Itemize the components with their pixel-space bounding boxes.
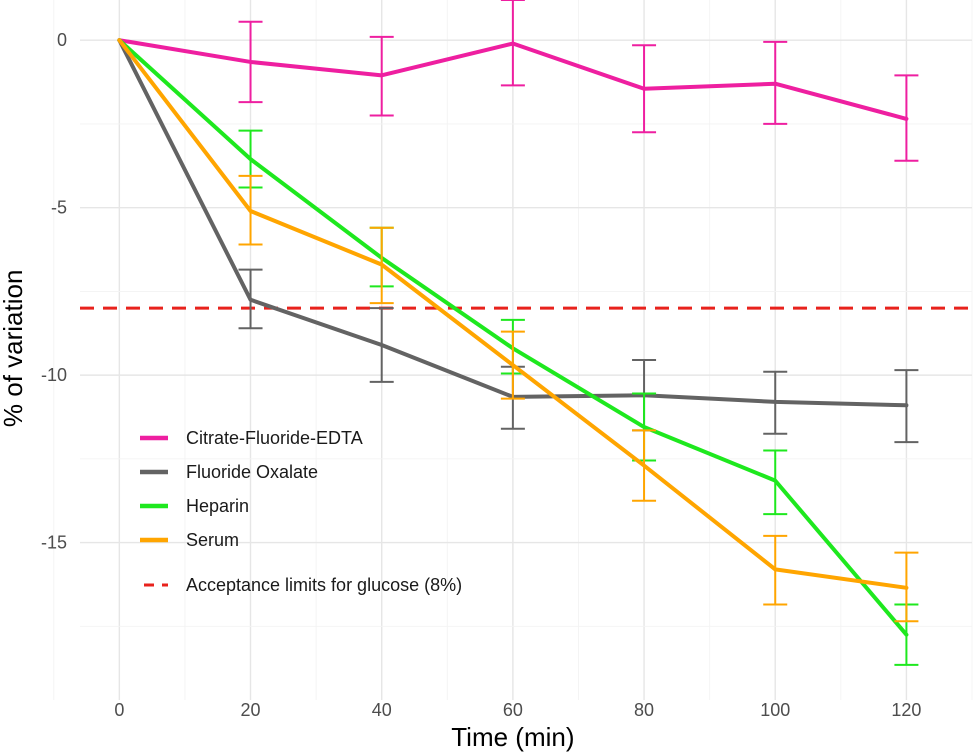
legend: Citrate-Fluoride-EDTA Fluoride Oxalate Hep… [140, 428, 462, 595]
legend-item: Serum [140, 530, 239, 550]
legend-item: Citrate-Fluoride-EDTA [140, 428, 363, 448]
series-3 [117, 38, 919, 623]
series-line [117, 38, 909, 590]
legend-label: Acceptance limits for glucose (8%) [186, 575, 462, 595]
y-tick-label: 0 [57, 30, 67, 50]
x-tick-label: 100 [760, 700, 790, 720]
series-layer [117, 0, 919, 666]
legend-item: Heparin [140, 496, 249, 516]
y-tick-label: -15 [41, 533, 67, 553]
x-tick-label: 0 [114, 700, 124, 720]
y-tick-label: -5 [51, 198, 67, 218]
x-tick-label: 20 [241, 700, 261, 720]
legend-item: Acceptance limits for glucose (8%) [140, 575, 462, 595]
legend-label: Citrate-Fluoride-EDTA [186, 428, 363, 448]
series-1 [117, 38, 919, 444]
x-tick-label: 80 [634, 700, 654, 720]
x-tick-label: 40 [372, 700, 392, 720]
series-0 [117, 0, 919, 162]
series-line [117, 38, 909, 121]
legend-label: Serum [186, 530, 239, 550]
legend-item: Fluoride Oxalate [140, 462, 318, 482]
y-axis-title: % of variation [0, 270, 28, 428]
legend-label: Heparin [186, 496, 249, 516]
x-tick-label: 120 [891, 700, 921, 720]
x-tick-label: 60 [503, 700, 523, 720]
y-tick-label: -10 [41, 365, 67, 385]
x-axis-ticks: 0 20 40 60 80 100 120 [114, 700, 921, 720]
x-axis-title: Time (min) [451, 722, 574, 752]
y-axis-ticks: 0 -5 -10 -15 [41, 30, 67, 552]
legend-label: Fluoride Oxalate [186, 462, 318, 482]
